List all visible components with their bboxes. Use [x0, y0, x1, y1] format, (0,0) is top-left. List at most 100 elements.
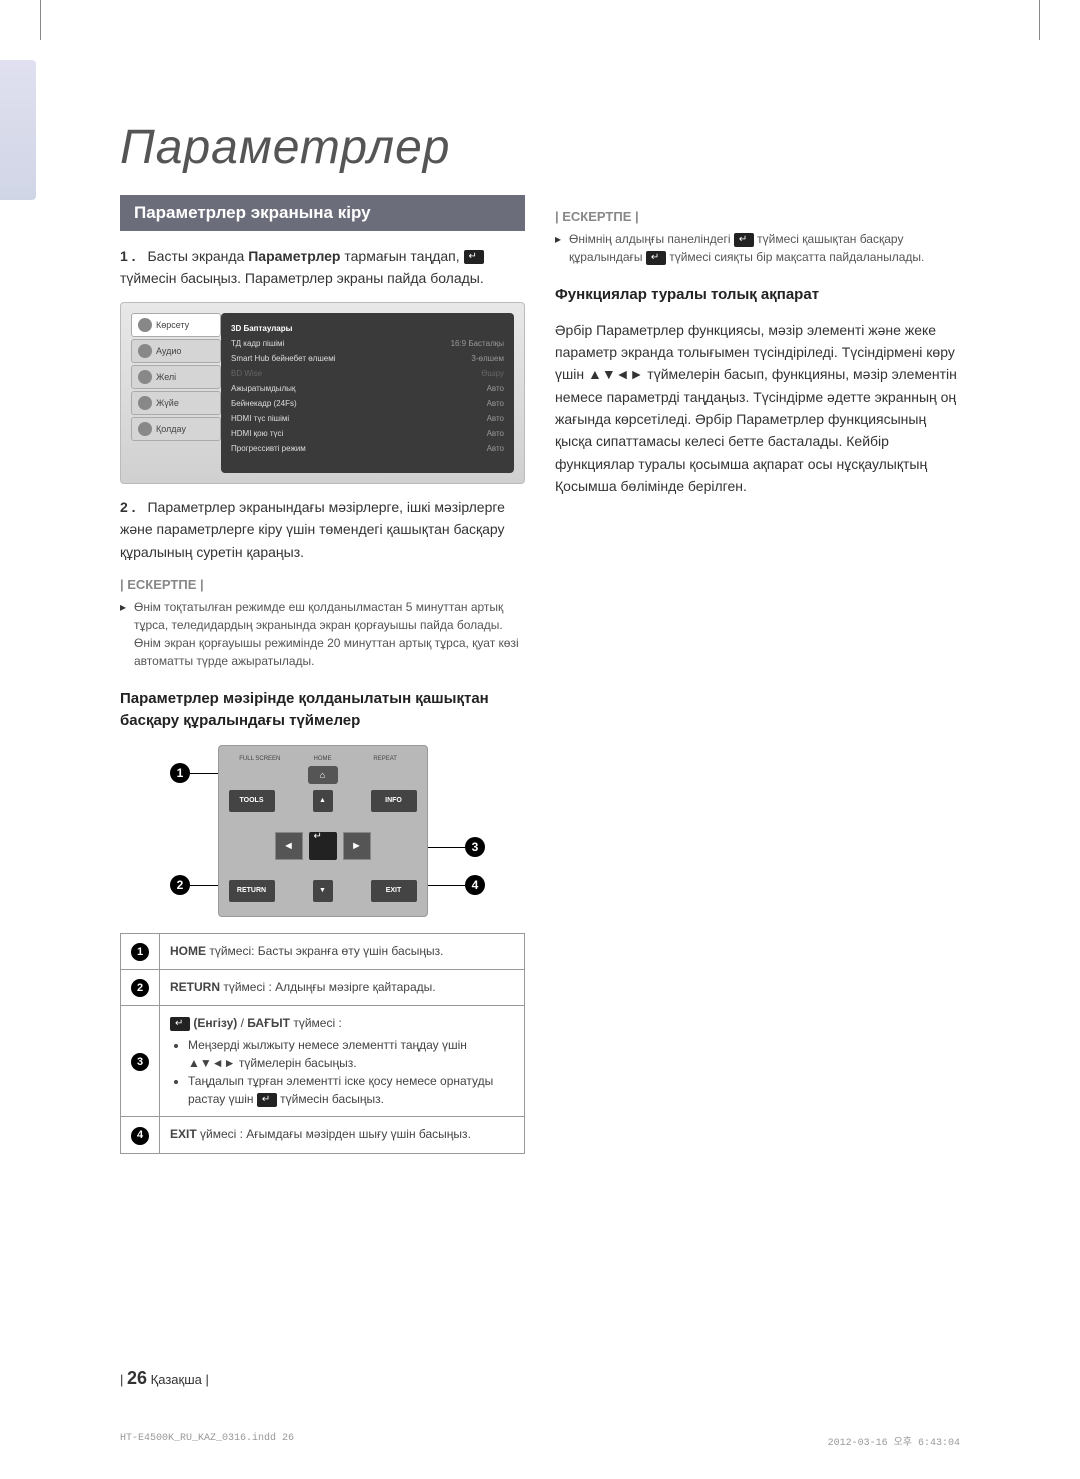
- menu-row[interactable]: Smart Hub бейнебет өлшемі 3-өлшем: [231, 351, 504, 366]
- tab-label: Көрсету: [156, 320, 189, 330]
- menu-row-value: Авто: [487, 414, 504, 423]
- row3-b2: БАҒЫТ: [247, 1016, 290, 1030]
- row4-text: үймесі : Ағымдағы мәзірден шығу үшін бас…: [197, 1127, 471, 1141]
- menu-tabs: Көрсету Аудио Желі Жүйе Қолдау: [131, 313, 221, 473]
- note-label-2: | ЕСКЕРТПЕ |: [555, 209, 960, 224]
- print-time: 2012-03-16 오후 6:43:04: [828, 1433, 960, 1449]
- step-2: 2 . Параметрлер экранындағы мәзірлерге, …: [120, 496, 525, 563]
- row1-bold: HOME: [170, 944, 206, 958]
- menu-row-label: HDMI қою түсі: [231, 429, 283, 438]
- num-4: 4: [131, 1127, 149, 1145]
- note-label-1: | ЕСКЕРТПЕ |: [120, 577, 525, 592]
- menu-settings-list: 3D БаптауларыТД кадр пішімі16:9 Басталқы…: [221, 313, 514, 473]
- crop-mark-left: [40, 0, 41, 40]
- row2-text: түймесі : Алдыңғы мәзірге қайтарады.: [220, 980, 436, 994]
- menu-row-value: 3-өлшем: [471, 354, 504, 363]
- callout-4: 4: [465, 875, 485, 895]
- menu-row[interactable]: ТД кадр пішімі16:9 Басталқы: [231, 336, 504, 351]
- right-button[interactable]: ►: [343, 832, 371, 860]
- row3-mid: /: [237, 1016, 247, 1030]
- tab-label: Желі: [156, 372, 176, 382]
- step1-c: түймесін басыңыз. Параметрлер экраны пай…: [120, 270, 484, 286]
- info-button[interactable]: INFO: [371, 790, 417, 812]
- side-tab-decoration: [0, 60, 36, 200]
- table-row: 4 EXIT үймесі : Ағымдағы мәзірден шығу ү…: [121, 1117, 525, 1153]
- menu-tab-support[interactable]: Қолдау: [131, 417, 221, 441]
- menu-row[interactable]: 3D Баптаулары: [231, 321, 504, 336]
- menu-row[interactable]: BD Wise Өшіру: [231, 366, 504, 381]
- row4-bold: EXIT: [170, 1127, 197, 1141]
- menu-row[interactable]: Бейнекадр (24Fs) Авто: [231, 396, 504, 411]
- print-line: HT-E4500K_RU_KAZ_0316.indd 26 2012-03-16…: [120, 1433, 960, 1449]
- label-repeat: REPEAT: [354, 756, 417, 762]
- num-3: 3: [131, 1053, 149, 1071]
- print-file: HT-E4500K_RU_KAZ_0316.indd 26: [120, 1433, 294, 1449]
- up-button[interactable]: ▲: [313, 790, 333, 812]
- table-row: 3 (Енгізу) / БАҒЫТ түймесі : Меңзерді жы…: [121, 1006, 525, 1117]
- enter-icon: [170, 1017, 190, 1031]
- row3-li2-b: түймесін басыңыз.: [277, 1092, 384, 1106]
- callout-1: 1: [170, 763, 190, 783]
- menu-row-label: Smart Hub бейнебет өлшемі: [231, 354, 335, 363]
- step2-text: Параметрлер экранындағы мәзірлерге, ішкі…: [120, 499, 505, 560]
- display-icon: [138, 318, 152, 332]
- step1-b: тармағын таңдап,: [341, 248, 464, 264]
- system-icon: [138, 396, 152, 410]
- subhead-functions: Функциялар туралы толық ақпарат: [555, 284, 960, 307]
- left-column: Параметрлер экранына кіру 1 . Басты экра…: [120, 195, 525, 1154]
- settings-screenshot: Көрсету Аудио Желі Жүйе Қолдау 3D Баптау…: [120, 302, 525, 484]
- menu-row[interactable]: HDMI қою түсіАвто: [231, 426, 504, 441]
- menu-row[interactable]: HDMI түс пішіміАвто: [231, 411, 504, 426]
- subhead-remote: Параметрлер мәзірінде қолданылатын қашық…: [120, 688, 525, 733]
- enter-icon: [464, 250, 484, 264]
- return-button[interactable]: RETURN: [229, 880, 275, 902]
- row4-cell: EXIT үймесі : Ағымдағы мәзірден шығу үші…: [160, 1117, 525, 1153]
- remote-control: FULL SCREEN HOME REPEAT ⌂ TOOLS ▲ INFO ◄…: [218, 745, 428, 917]
- note-1: Өнім тоқтатылған режимде еш қолданылмаст…: [120, 598, 525, 670]
- menu-tab-display[interactable]: Көрсету: [131, 313, 221, 337]
- label-fullscreen: FULL SCREEN: [229, 756, 292, 762]
- menu-row-value: Өшіру: [481, 369, 504, 378]
- callout-3: 3: [465, 837, 485, 857]
- right-column: | ЕСКЕРТПЕ | Өнімнің алдыңғы панеліндегі…: [555, 195, 960, 1154]
- left-button[interactable]: ◄: [275, 832, 303, 860]
- menu-row[interactable]: АжыратымдылықАвто: [231, 381, 504, 396]
- menu-row-label: BD Wise: [231, 369, 262, 378]
- tab-label: Аудио: [156, 346, 181, 356]
- table-row: 2 RETURN түймесі : Алдыңғы мәзірге қайта…: [121, 970, 525, 1006]
- menu-tab-network[interactable]: Желі: [131, 365, 221, 389]
- menu-row-value: Авто: [487, 399, 504, 408]
- crop-mark-right: [1039, 0, 1040, 40]
- menu-row[interactable]: Прогрессивті режимАвто: [231, 441, 504, 456]
- enter-icon: [257, 1093, 277, 1107]
- row2-bold: RETURN: [170, 980, 220, 994]
- step1-a: Басты экранда: [147, 248, 248, 264]
- step-1: 1 . Басты экранда Параметрлер тармағын т…: [120, 245, 525, 290]
- callout-2: 2: [170, 875, 190, 895]
- row3-tail: түймесі :: [290, 1016, 342, 1030]
- tools-button[interactable]: TOOLS: [229, 790, 275, 812]
- label-home: HOME: [291, 756, 354, 762]
- note2-c: түймесі сияқты бір мақсатта пайдаланылад…: [666, 250, 924, 264]
- menu-row-label: Бейнекадр (24Fs): [231, 399, 297, 408]
- step1-bold: Параметрлер: [248, 248, 340, 264]
- menu-row-label: Прогрессивті режим: [231, 444, 306, 453]
- menu-tab-audio[interactable]: Аудио: [131, 339, 221, 363]
- num-1: 1: [131, 943, 149, 961]
- home-button[interactable]: ⌂: [308, 766, 338, 784]
- row2-cell: RETURN түймесі : Алдыңғы мәзірге қайтара…: [160, 970, 525, 1006]
- section-header: Параметрлер экранына кіру: [120, 195, 525, 231]
- network-icon: [138, 370, 152, 384]
- audio-icon: [138, 344, 152, 358]
- menu-tab-system[interactable]: Жүйе: [131, 391, 221, 415]
- enter-button[interactable]: [309, 832, 337, 860]
- exit-button[interactable]: EXIT: [371, 880, 417, 902]
- down-button[interactable]: ▼: [313, 880, 333, 902]
- row1-cell: HOME түймесі: Басты экранға өту үшін бас…: [160, 933, 525, 969]
- note2-a: Өнімнің алдыңғы панеліндегі: [569, 232, 734, 246]
- remote-top-labels: FULL SCREEN HOME REPEAT: [229, 756, 417, 762]
- row1-text: түймесі: Басты экранға өту үшін басыңыз.: [206, 944, 443, 958]
- menu-row-value: 16:9 Басталқы: [451, 339, 504, 348]
- dpad: ◄ ►: [263, 816, 383, 876]
- step-num-1: 1 .: [120, 248, 136, 264]
